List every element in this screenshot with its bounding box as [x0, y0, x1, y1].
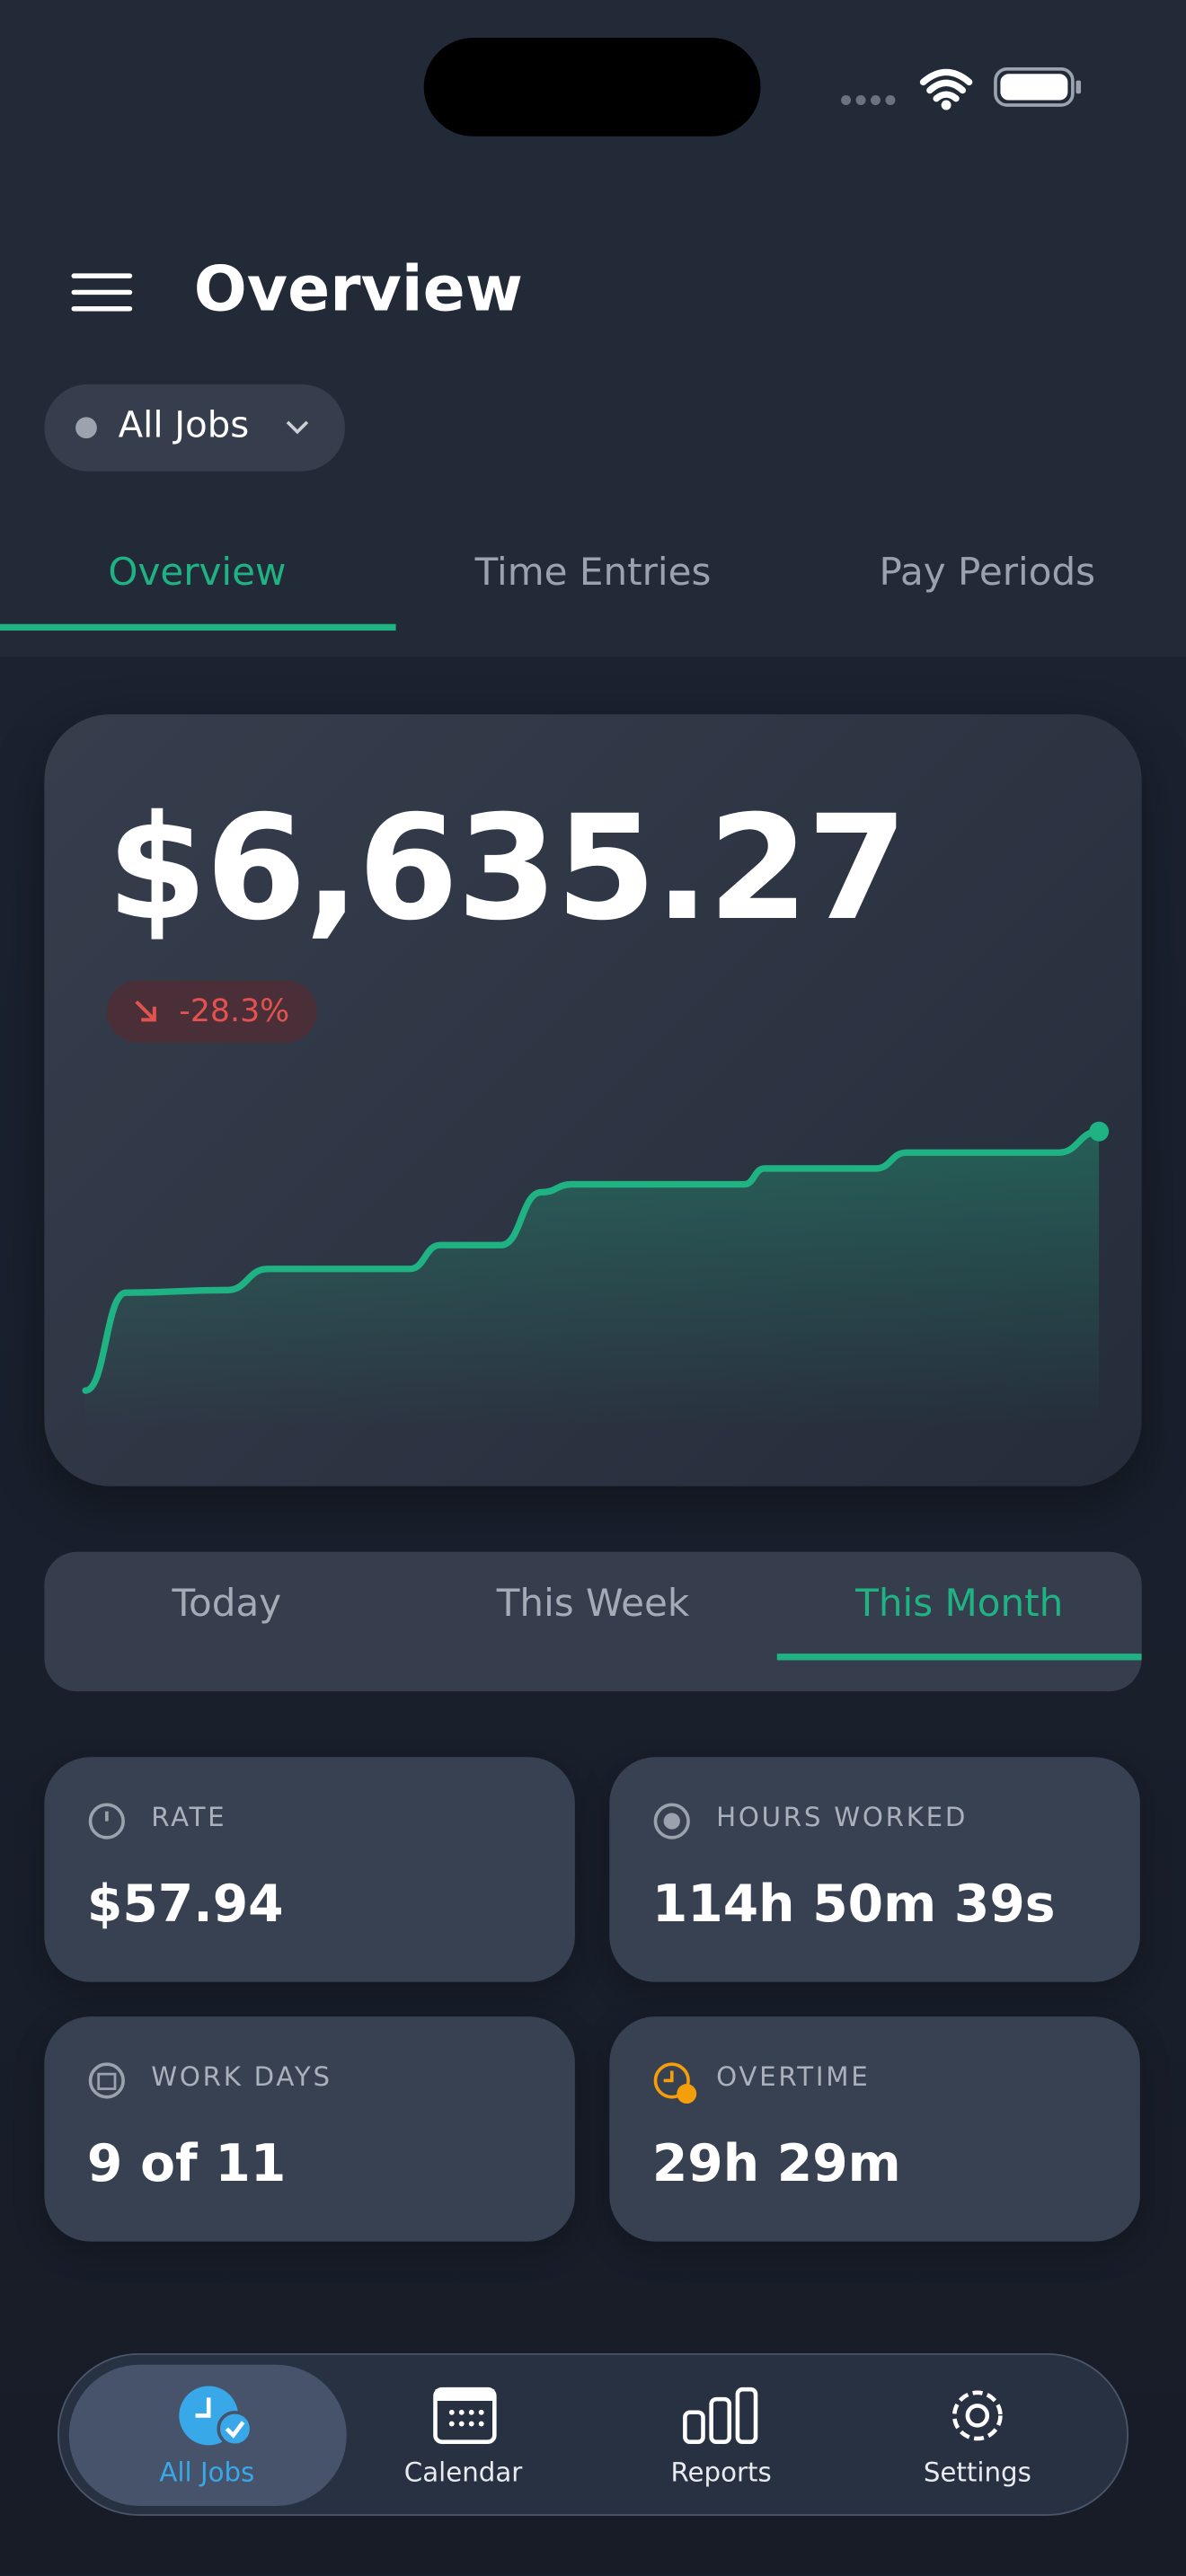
tab[interactable]: Overview	[108, 551, 287, 595]
status-icons	[841, 66, 1082, 110]
stat-value: $57.94	[86, 1875, 284, 1935]
stat-label: HOURS WORKED	[716, 1801, 969, 1833]
status-dot	[75, 417, 97, 439]
period-indicator	[776, 1654, 1142, 1661]
period-option[interactable]: Today	[172, 1583, 282, 1627]
nav-label[interactable]: Settings	[923, 2457, 1031, 2488]
menu-button[interactable]	[71, 272, 133, 312]
end-point	[1089, 1121, 1110, 1142]
hours-icon	[653, 1803, 690, 1839]
down-arrow	[135, 1000, 156, 1022]
stat-value: 9 of 11	[86, 2134, 287, 2194]
dynamic-island	[423, 38, 761, 137]
stat-card: RATE $57.94	[44, 1757, 575, 1982]
job-filter[interactable]: All Jobs	[44, 384, 345, 472]
stat-value: 29h 29m	[651, 2134, 901, 2194]
tab[interactable]: Time Entries	[474, 551, 712, 595]
tab[interactable]: Pay Periods	[879, 551, 1096, 595]
settings-icon[interactable]	[943, 2381, 1012, 2450]
period-selector: Today This Week This Month	[44, 1551, 1142, 1692]
tab-indicator	[0, 623, 396, 631]
change-badge: -28.3%	[106, 980, 318, 1043]
nav-label[interactable]: Calendar	[403, 2457, 523, 2488]
summary-card: $6,635.27 -28.3%	[44, 714, 1142, 1486]
stat-label: OVERTIME	[716, 2060, 871, 2093]
stat-card: OVERTIME 29h 29m	[609, 2016, 1140, 2242]
all-jobs-icon[interactable]	[176, 2385, 255, 2450]
nav-label[interactable]: Reports	[670, 2457, 772, 2488]
reports-icon[interactable]	[680, 2386, 762, 2446]
chart-line	[82, 1128, 1102, 1394]
period-option[interactable]: This Month	[855, 1583, 1064, 1627]
overtime-icon	[653, 2062, 697, 2104]
earnings-chart	[82, 1121, 1110, 1429]
calendar-icon	[88, 2062, 125, 2099]
page-title: Overview	[193, 252, 523, 326]
rate-icon	[88, 1803, 125, 1839]
stat-card: WORK DAYS 9 of 11	[44, 2016, 575, 2242]
total-amount: $6,635.27	[106, 783, 907, 953]
nav-label[interactable]: All Jobs	[159, 2457, 255, 2488]
stat-card: HOURS WORKED 114h 50m 39s	[609, 1757, 1140, 1982]
calendar-nav-icon[interactable]	[432, 2386, 498, 2446]
job-filter-label: All Jobs	[118, 405, 250, 447]
change-value: -28.3%	[179, 993, 290, 1030]
period-option[interactable]: This Week	[496, 1583, 690, 1627]
chevron	[286, 420, 309, 435]
stat-value: 114h 50m 39s	[651, 1875, 1056, 1935]
chart-area	[85, 1131, 1100, 1429]
stat-label: WORK DAYS	[151, 2060, 332, 2093]
stat-label: RATE	[151, 1801, 227, 1833]
